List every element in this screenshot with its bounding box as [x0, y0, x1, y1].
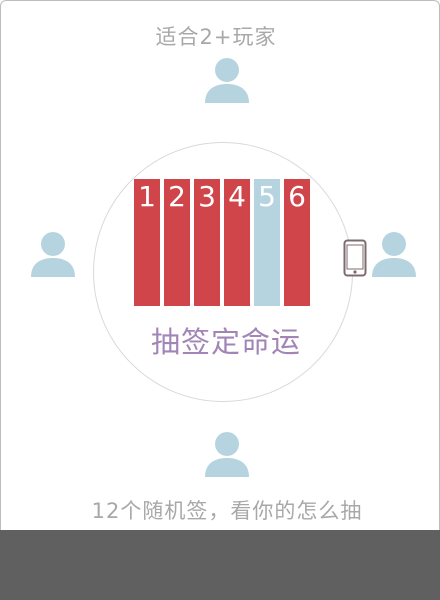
table-circle — [93, 142, 353, 402]
person-icon — [31, 231, 75, 277]
footer-description: 12个随机签，看你的怎么抽 — [91, 499, 363, 523]
lot-stick-3[interactable]: 3 — [194, 179, 220, 306]
lot-stick-6[interactable]: 6 — [284, 179, 310, 306]
person-icon — [205, 431, 249, 477]
card: 适合2+玩家 1 2 3 4 5 6 — [0, 0, 440, 530]
lot-stick-1[interactable]: 1 — [134, 179, 160, 306]
slogan: 抽签定命运 — [150, 325, 301, 359]
lot-stick-5[interactable]: 5 — [254, 179, 280, 306]
person-icon — [205, 57, 249, 103]
phone-icon — [343, 239, 367, 277]
bottom-bar — [0, 530, 440, 600]
lot-stick-2[interactable]: 2 — [164, 179, 190, 306]
person-icon — [372, 231, 416, 277]
lot-stick-4[interactable]: 4 — [224, 179, 250, 306]
player-count-title: 适合2+玩家 — [155, 25, 277, 49]
